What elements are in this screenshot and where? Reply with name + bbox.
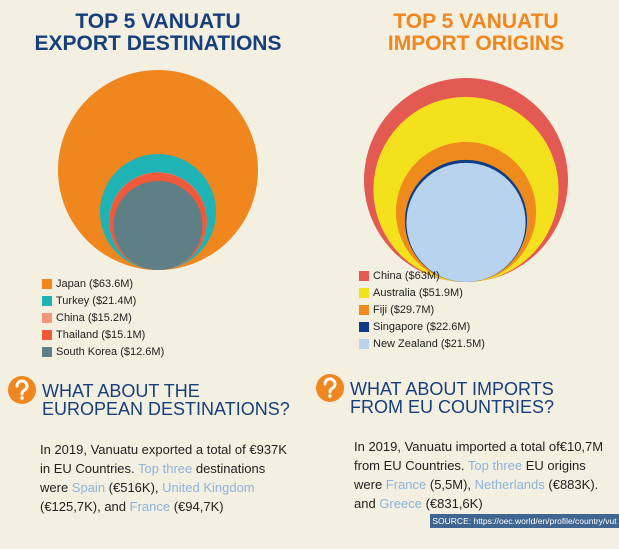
highlight-text: Spain (71, 480, 106, 495)
bubble (406, 162, 526, 282)
legend-swatch (359, 288, 369, 298)
source: SOURCE: https://oec.world/en/profile/cou… (430, 514, 619, 528)
legend-label: Fiji ($29.7M) (373, 304, 434, 316)
question-icon (8, 376, 36, 404)
legend-value: ($29.7M) (390, 304, 434, 316)
chart-title: EXPORT DESTINATIONS (35, 32, 282, 55)
legend-swatch (359, 339, 369, 349)
text: destinations were (40, 461, 266, 495)
legend-label: New Zealand ($21.5M) (373, 338, 485, 350)
legend-value: ($51.9M) (419, 287, 463, 299)
legend-name: New Zealand (373, 338, 438, 350)
highlight-text: France (129, 499, 171, 514)
text: (€883K). and (354, 477, 599, 511)
text: (€94,7K) (170, 499, 224, 514)
chart-title: IMPORT ORIGINS (388, 32, 564, 55)
legend-label: Australia ($51.9M) (373, 287, 463, 299)
legend-value: ($21.5M) (441, 338, 485, 350)
section-heading: WHAT ABOUT THE (42, 381, 200, 401)
legend-name: Australia (373, 287, 417, 299)
bubble (113, 180, 203, 270)
paragraph: In 2019, Vanuatu imported a total of€10,… (354, 437, 616, 513)
legend-name: Singapore (373, 321, 423, 333)
legend-label: China ($15.2M) (56, 312, 132, 324)
chart-title: TOP 5 VANUATU (75, 10, 240, 33)
highlight-text: Top three (138, 461, 193, 476)
legend-value: ($22.6M) (426, 321, 470, 333)
chart-title: TOP 5 VANUATU (393, 10, 558, 33)
highlight-text: United Kingdom (162, 480, 255, 495)
section-heading: EUROPEAN DESTINATIONS? (42, 399, 290, 419)
legend-swatch (42, 279, 52, 289)
legend-swatch (359, 271, 369, 281)
legend-value: ($12.6M) (120, 346, 164, 358)
highlight-text: France (385, 477, 427, 492)
legend-label: South Korea ($12.6M) (56, 346, 164, 358)
highlight-text: Greece (379, 496, 422, 511)
highlight-text: Netherlands (474, 477, 545, 492)
legend-label: China ($63M) (373, 270, 440, 282)
legend-name: Japan (56, 278, 86, 290)
legend-value: ($63.6M) (89, 278, 133, 290)
legend-name: Fiji (373, 304, 387, 316)
legend-swatch (42, 330, 52, 340)
legend-name: South Korea (56, 346, 118, 358)
question-icon (316, 374, 344, 402)
legend-swatch (359, 322, 369, 332)
legend-swatch (42, 313, 52, 323)
legend-name: China (56, 312, 86, 324)
text: (5,5M), (426, 477, 475, 492)
text: (€831,6K) (421, 496, 483, 511)
legend-name: China (373, 270, 403, 282)
legend-value: ($15.2M) (88, 312, 132, 324)
legend-label: Japan ($63.6M) (56, 278, 133, 290)
legend-value: ($15.1M) (101, 329, 145, 341)
legend-name: Turkey (56, 295, 90, 307)
section-heading: FROM EU COUNTRIES? (350, 397, 554, 417)
paragraph: In 2019, Vanuatu exported a total of €93… (40, 440, 290, 516)
legend-swatch (42, 347, 52, 357)
section-heading: WHAT ABOUT IMPORTS (350, 379, 554, 399)
legend-value: ($21.4M) (92, 295, 136, 307)
legend-label: Thailand ($15.1M) (56, 329, 145, 341)
legend-swatch (359, 305, 369, 315)
text: In 2019, Vanuatu imported a total of€10,… (354, 439, 604, 473)
text: In 2019, Vanuatu exported a total of €93… (40, 442, 287, 476)
legend-name: Thailand (56, 329, 98, 341)
legend-value: ($63M) (405, 270, 440, 282)
text: (€125,7K), and (40, 499, 130, 514)
legend-label: Turkey ($21.4M) (56, 295, 136, 307)
highlight-text: Top three (467, 458, 523, 473)
legend-label: Singapore ($22.6M) (373, 321, 470, 333)
text: EU origins were (354, 458, 586, 492)
legend-swatch (42, 296, 52, 306)
text: (€516K), (105, 480, 163, 495)
